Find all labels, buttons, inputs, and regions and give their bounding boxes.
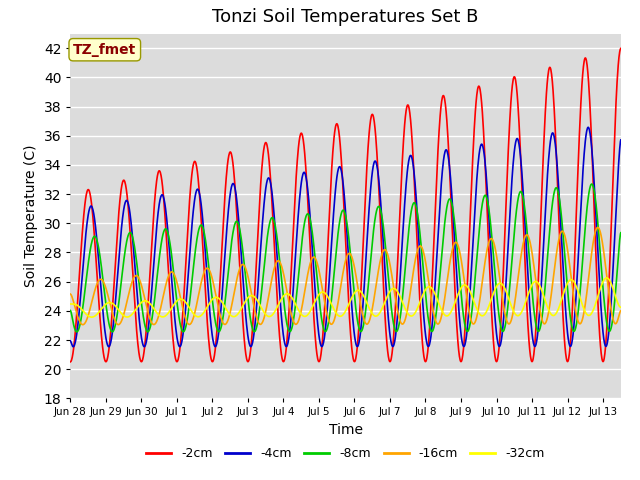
-8cm <box>73 329 81 335</box>
-2cm <box>67 359 74 365</box>
-32cm <box>483 307 491 313</box>
-2cm <box>176 348 184 354</box>
-32cm <box>176 296 184 302</box>
-16cm <box>67 291 74 297</box>
-32cm <box>617 304 625 310</box>
-32cm <box>67 301 74 307</box>
-8cm <box>166 238 173 244</box>
-32cm <box>226 311 234 317</box>
Y-axis label: Soil Temperature (C): Soil Temperature (C) <box>24 145 38 287</box>
-16cm <box>545 311 552 317</box>
-8cm <box>483 196 491 202</box>
-32cm <box>88 314 95 320</box>
-16cm <box>176 292 184 298</box>
Line: -8cm: -8cm <box>70 184 621 332</box>
-32cm <box>166 308 173 314</box>
-8cm <box>588 181 595 187</box>
-2cm <box>483 200 491 205</box>
Line: -16cm: -16cm <box>70 228 621 324</box>
-8cm <box>276 257 284 263</box>
-8cm <box>67 308 74 313</box>
-2cm <box>544 73 552 79</box>
Line: -4cm: -4cm <box>70 127 621 347</box>
-4cm <box>67 338 74 344</box>
X-axis label: Time: Time <box>328 423 363 437</box>
-2cm <box>225 151 233 157</box>
-32cm <box>276 300 284 305</box>
-16cm <box>617 308 625 313</box>
-2cm <box>275 328 283 334</box>
-4cm <box>166 250 173 256</box>
-4cm <box>70 344 77 349</box>
-32cm <box>603 275 611 281</box>
-4cm <box>226 196 234 202</box>
-4cm <box>176 344 184 349</box>
-4cm <box>584 124 592 130</box>
Line: -2cm: -2cm <box>70 48 621 362</box>
-32cm <box>545 306 552 312</box>
Line: -32cm: -32cm <box>70 278 621 317</box>
-2cm <box>617 46 625 51</box>
-8cm <box>226 256 234 262</box>
-2cm <box>165 282 173 288</box>
-4cm <box>276 289 284 295</box>
-16cm <box>79 322 87 327</box>
-16cm <box>276 259 284 264</box>
-4cm <box>483 186 491 192</box>
-16cm <box>483 246 491 252</box>
-8cm <box>545 245 552 251</box>
Text: TZ_fmet: TZ_fmet <box>73 43 136 57</box>
-8cm <box>617 230 625 236</box>
Title: Tonzi Soil Temperatures Set B: Tonzi Soil Temperatures Set B <box>212 9 479 26</box>
-16cm <box>594 225 602 230</box>
-4cm <box>617 137 625 143</box>
-16cm <box>166 271 173 276</box>
-8cm <box>176 320 184 325</box>
Legend: -2cm, -4cm, -8cm, -16cm, -32cm: -2cm, -4cm, -8cm, -16cm, -32cm <box>141 442 550 465</box>
-16cm <box>226 312 234 318</box>
-4cm <box>545 161 552 167</box>
